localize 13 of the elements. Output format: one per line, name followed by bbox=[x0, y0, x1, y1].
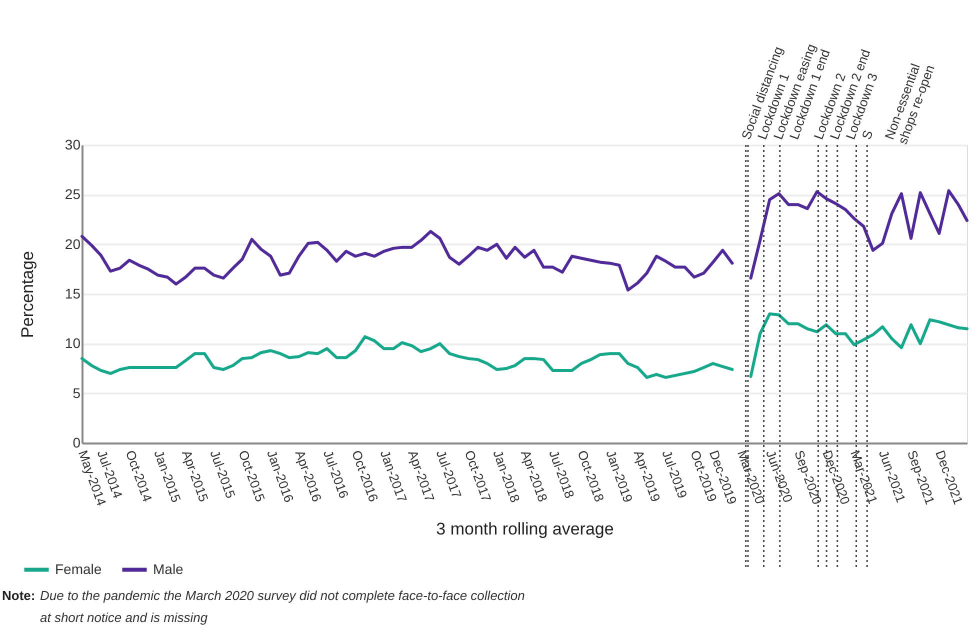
x-axis-title: 3 month rolling average bbox=[436, 520, 614, 538]
y-tick-label: 5 bbox=[72, 384, 81, 401]
y-axis-title: Percentage bbox=[18, 251, 37, 338]
y-tick-label: 15 bbox=[64, 286, 81, 302]
y-tick-label: 20 bbox=[64, 236, 81, 252]
text: Note: bbox=[2, 588, 36, 603]
y-tick-label: 25 bbox=[64, 186, 81, 202]
y-tick-label: 10 bbox=[64, 335, 81, 352]
y-tick-label: 0 bbox=[72, 434, 81, 450]
y-tick-label: 30 bbox=[64, 136, 81, 152]
text: Due to the pandemic the March 2020 survey did not complete face-to-face collection at short notice and is missing bbox=[40, 588, 525, 625]
legend-label: Male bbox=[153, 560, 184, 577]
legend-label: Female bbox=[55, 560, 102, 577]
